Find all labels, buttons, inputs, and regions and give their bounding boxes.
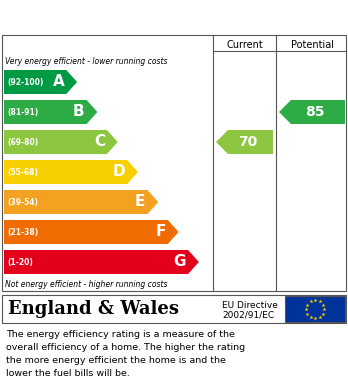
Text: D: D xyxy=(112,165,125,179)
Text: Not energy efficient - higher running costs: Not energy efficient - higher running co… xyxy=(5,280,167,289)
Polygon shape xyxy=(4,70,77,94)
Text: 70: 70 xyxy=(238,135,257,149)
Polygon shape xyxy=(4,220,179,244)
Text: G: G xyxy=(174,255,186,269)
Polygon shape xyxy=(279,100,345,124)
Text: (39-54): (39-54) xyxy=(7,197,38,206)
Text: A: A xyxy=(53,75,64,90)
Text: (92-100): (92-100) xyxy=(7,77,44,86)
Polygon shape xyxy=(4,160,138,184)
Text: (81-91): (81-91) xyxy=(7,108,38,117)
Text: 2002/91/EC: 2002/91/EC xyxy=(222,310,274,319)
Polygon shape xyxy=(4,250,199,274)
Text: E: E xyxy=(135,194,145,210)
Text: EU Directive: EU Directive xyxy=(222,301,278,310)
Text: (69-80): (69-80) xyxy=(7,138,38,147)
Text: (1-20): (1-20) xyxy=(7,258,33,267)
Text: F: F xyxy=(156,224,166,240)
Polygon shape xyxy=(216,130,273,154)
Text: Current: Current xyxy=(226,40,263,50)
Text: (21-38): (21-38) xyxy=(7,228,38,237)
Text: 85: 85 xyxy=(305,105,325,119)
Text: The energy efficiency rating is a measure of the
overall efficiency of a home. T: The energy efficiency rating is a measur… xyxy=(6,330,245,378)
Text: (55-68): (55-68) xyxy=(7,167,38,176)
Text: Very energy efficient - lower running costs: Very energy efficient - lower running co… xyxy=(5,57,167,66)
Text: England & Wales: England & Wales xyxy=(8,300,179,318)
Text: Energy Efficiency Rating: Energy Efficiency Rating xyxy=(9,7,238,25)
Bar xyxy=(285,296,345,322)
Text: Potential: Potential xyxy=(291,40,333,50)
Text: C: C xyxy=(94,135,105,149)
Bar xyxy=(2,295,346,323)
Polygon shape xyxy=(4,100,97,124)
Polygon shape xyxy=(4,130,118,154)
Text: B: B xyxy=(73,104,85,120)
Polygon shape xyxy=(4,190,158,214)
